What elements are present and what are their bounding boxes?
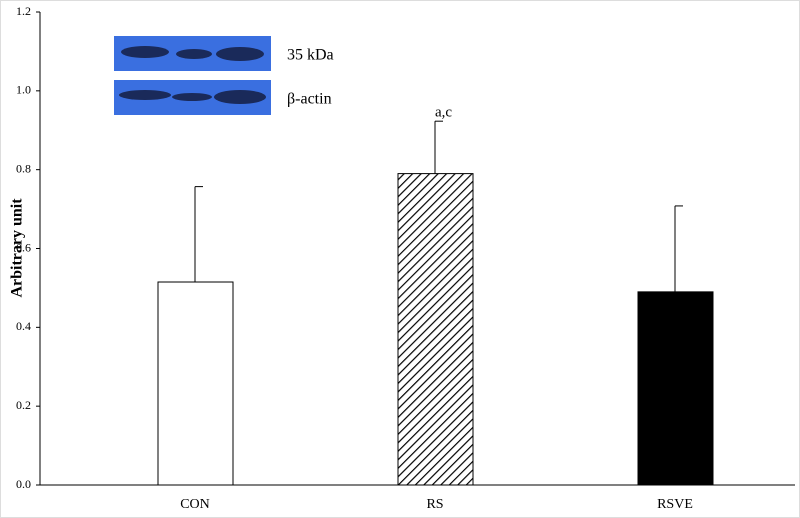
y-tick-label: 0.0 bbox=[16, 477, 31, 491]
bar bbox=[157, 281, 234, 486]
x-tick-label: RS bbox=[426, 497, 443, 512]
y-tick-label: 0.4 bbox=[16, 319, 31, 333]
y-tick-label: 0.2 bbox=[16, 398, 31, 412]
blot-band bbox=[119, 90, 171, 100]
x-tick-label: RSVE bbox=[657, 497, 693, 512]
y-tick-label: 1.0 bbox=[16, 83, 31, 97]
blot-label: 35 kDa bbox=[287, 47, 334, 64]
blot-band bbox=[121, 46, 169, 58]
blot-band bbox=[214, 90, 266, 104]
y-tick-label: 0.8 bbox=[16, 161, 31, 175]
blot-band bbox=[216, 47, 264, 61]
blot-band bbox=[172, 93, 212, 101]
bar bbox=[637, 291, 714, 486]
blot-band bbox=[176, 49, 212, 59]
x-tick-label: CON bbox=[180, 497, 210, 512]
y-tick-label: 1.2 bbox=[16, 4, 31, 18]
y-tick-label: 0.6 bbox=[16, 240, 31, 254]
blot bbox=[114, 36, 271, 115]
y-axis-label: Arbitrary unit bbox=[9, 198, 26, 298]
bar bbox=[397, 173, 474, 486]
annotation: a,c bbox=[435, 105, 452, 121]
blot-label: β-actin bbox=[287, 91, 332, 108]
